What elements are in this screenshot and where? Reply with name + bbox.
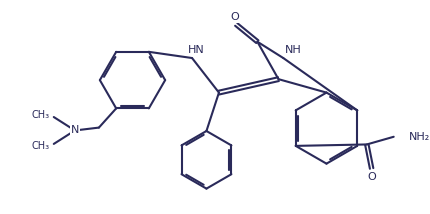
Text: NH: NH xyxy=(285,45,301,55)
Text: CH₃: CH₃ xyxy=(32,110,50,120)
Text: O: O xyxy=(367,172,376,182)
Text: NH₂: NH₂ xyxy=(409,132,430,142)
Text: N: N xyxy=(71,125,79,135)
Text: O: O xyxy=(230,12,239,22)
Text: CH₃: CH₃ xyxy=(32,141,50,151)
Text: HN: HN xyxy=(187,45,204,55)
